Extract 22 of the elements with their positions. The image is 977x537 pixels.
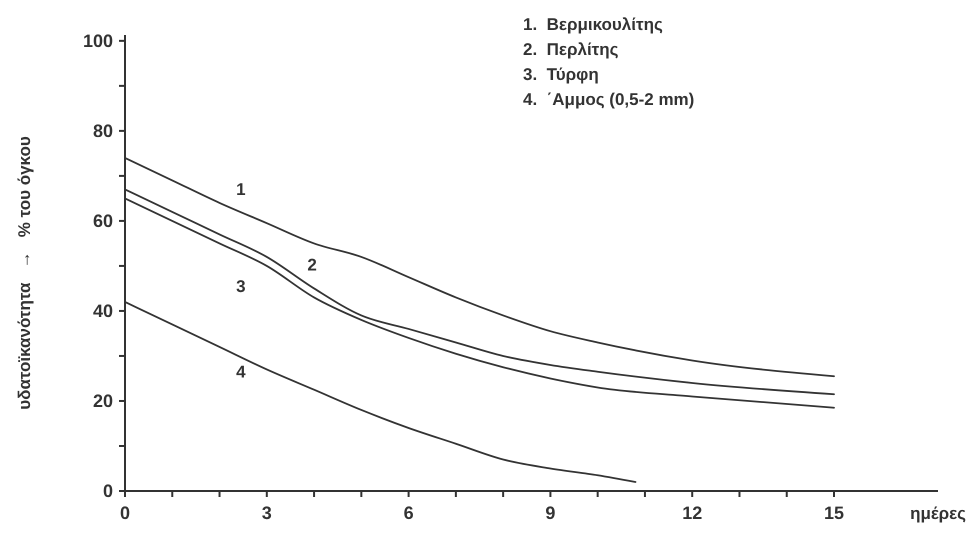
x-tick-label: 12 [682, 503, 702, 523]
text: 1. Βερμικουλίτης [523, 15, 663, 34]
x-axis-title: ημέρες [910, 504, 966, 523]
x-tick-label: 15 [824, 503, 844, 523]
series-label: 1 [236, 180, 246, 200]
series-label: 4 [236, 362, 246, 382]
y-tick-label: 80 [92, 120, 113, 141]
x-tick-label: 6 [404, 503, 414, 523]
x-tick-label: 9 [545, 503, 556, 523]
y-tick-label: 20 [92, 390, 113, 411]
series-label: 2 [307, 255, 317, 274]
series-label: 3 [236, 276, 246, 296]
annotation: 2. Περλίτης [523, 40, 619, 59]
x-tick-label: 0 [120, 503, 130, 523]
x-tick-label: 3 [262, 503, 272, 523]
annotation: 3. Τύρφη [523, 65, 599, 84]
y-tick-label: 40 [92, 300, 113, 321]
y-tick-label: 0 [102, 481, 113, 501]
y-tick-label: 60 [92, 210, 113, 231]
annotation: 4. ΄Αμμος (0,5-2 mm) [523, 90, 694, 109]
y-axis-title: υδατοϊκανότητα → % του όγκου [15, 136, 34, 410]
y-tick-label: 100 [82, 30, 113, 51]
